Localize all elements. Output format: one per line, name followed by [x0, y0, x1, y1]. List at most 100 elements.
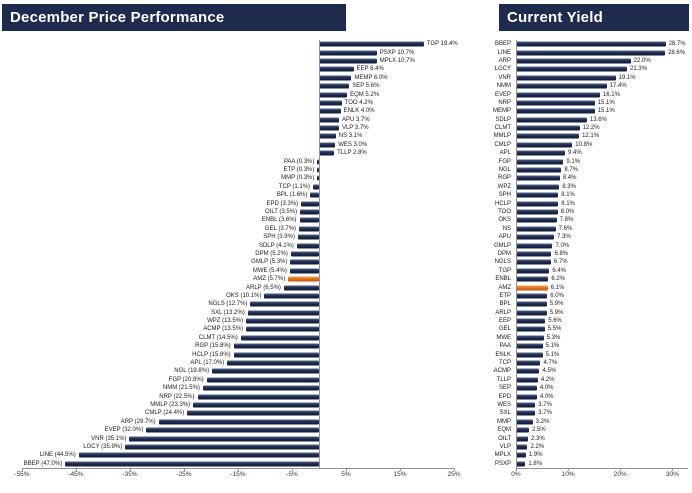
ticker-label: CMLP: [494, 141, 511, 148]
ticker-label: GEL: [498, 326, 511, 333]
bar-row: PAA (0.3%): [22, 157, 454, 165]
bar-row: NS 3.1%: [22, 132, 454, 140]
bar-label: GEL (3.7%): [264, 225, 297, 232]
bar-row: NGL (19.8%): [22, 367, 454, 375]
ticker-label: NS: [502, 225, 511, 232]
ticker-label: GMLP: [493, 242, 511, 249]
bar-row: SDLP (4.1%): [22, 241, 454, 249]
bar-label: VLP 3.7%: [341, 125, 369, 132]
bar: [516, 360, 541, 366]
bar-area: 6.7%: [516, 258, 688, 266]
bar: [516, 217, 557, 223]
ticker-label: MWE: [496, 334, 511, 341]
bar-row: EQM 5.2%: [22, 90, 454, 98]
value-label: 7.0%: [555, 242, 570, 249]
bar: [283, 285, 319, 291]
bar-row: MMLP (23.3%): [22, 401, 454, 409]
bar-area: 2.3%: [516, 434, 688, 442]
bar-row: NMM (21.5%): [22, 384, 454, 392]
bar-area: 4.7%: [516, 359, 688, 367]
bar: [129, 436, 319, 442]
ticker-label: MEMP: [493, 108, 511, 115]
bar: [146, 427, 319, 433]
bar-label: APL (17.0%): [190, 360, 225, 367]
bar: [125, 444, 319, 450]
axis-tick: [238, 468, 239, 471]
bar-label: SXL (13.2%): [210, 309, 245, 316]
bar-row: NS 7.6%: [472, 225, 688, 233]
bar-area: 6.8%: [516, 250, 688, 258]
value-label: 5.5%: [547, 326, 562, 333]
bar: [240, 335, 319, 341]
bar-label: ENLK 4.0%: [343, 108, 375, 115]
value-label: 8.1%: [561, 200, 575, 207]
bar-row: SEP 4.0%: [472, 384, 688, 392]
bar-row: CMLP 10.8%: [472, 141, 688, 149]
axis-tick-label: 30%: [665, 471, 679, 478]
bar-label: WES 3.0%: [338, 141, 368, 148]
y-axis-line: [516, 40, 517, 468]
price-performance-title-bar: December Price Performance: [2, 4, 346, 31]
bar-row: TLLP 4.2%: [472, 376, 688, 384]
ticker-label: OILT: [498, 435, 511, 442]
bar: [516, 461, 526, 467]
bar-area: 7.6%: [516, 225, 688, 233]
bar: [516, 50, 666, 56]
axis-tick-label: 25%: [447, 471, 461, 478]
axis-tick: [184, 468, 185, 471]
bar-label: ARLP (6.5%): [246, 284, 281, 291]
bar: [193, 402, 319, 408]
bar-row: GEL 5.5%: [472, 325, 688, 333]
bar-area: 4.0%: [516, 392, 688, 400]
axis-tick: [346, 468, 347, 471]
bar-label: LINE (44.5%): [39, 452, 76, 459]
bar-row: VLP 2.2%: [472, 443, 688, 451]
bar: [516, 243, 553, 249]
ticker-label: MMP: [497, 418, 511, 425]
bar-area: 28.6%: [516, 48, 688, 56]
bar: [250, 301, 319, 307]
ticker-label: ETP: [499, 292, 511, 299]
bar-row: MEMP 6.0%: [22, 74, 454, 82]
bar-area: 5.9%: [516, 309, 688, 317]
ticker-label: NGLS: [494, 259, 511, 266]
bar: [299, 217, 319, 223]
value-label: 8.4%: [562, 175, 577, 182]
bar-row: MMP (0.3%): [22, 174, 454, 182]
bar-area: 12.2%: [516, 124, 688, 132]
ticker-label: PSXP: [494, 460, 511, 467]
bar-row: CLMT (14.5%): [22, 334, 454, 342]
bar-row: WPZ (13.5%): [22, 317, 454, 325]
ticker-label: BPL: [499, 301, 511, 308]
bar-label: NGLS (12.7%): [208, 301, 248, 308]
bar-row: OILT (3.5%): [22, 208, 454, 216]
value-label: 8.7%: [564, 167, 579, 174]
current-yield-chart: BBEP 28.7% LINE 28.6% ARP 22.0% LGCY 21.3% VNR 19…: [472, 40, 688, 469]
bar-row: EEP 5.6%: [472, 317, 688, 325]
bar: [516, 310, 547, 316]
ticker-label: WES: [497, 401, 511, 408]
bar-area: 7.8%: [516, 216, 688, 224]
bar-row: TGP 6.4%: [472, 267, 688, 275]
ticker-label: VNR: [498, 74, 511, 81]
bar-row: PAA 5.1%: [472, 342, 688, 350]
bar-area: 8.3%: [516, 183, 688, 191]
bar-row: BBEP (47.0%): [22, 460, 454, 468]
bar-row: APL (17.0%): [22, 359, 454, 367]
bar: [516, 427, 530, 433]
bar: [319, 117, 339, 123]
bar: [319, 41, 424, 47]
axis-tick: [516, 468, 517, 471]
bar: [212, 368, 319, 374]
value-label: 9.1%: [566, 158, 581, 165]
bar-row: BPL (1.6%): [22, 191, 454, 199]
bar-label: EEP 6.4%: [356, 66, 384, 73]
bar-area: 6.1%: [516, 283, 688, 291]
bar: [206, 377, 319, 383]
bar: [516, 368, 540, 374]
bar-row: APU 7.3%: [472, 233, 688, 241]
bar-row: SDLP 13.6%: [472, 116, 688, 124]
bar-label: NS 3.1%: [338, 133, 363, 140]
bar: [516, 100, 595, 106]
ticker-label: MPLX: [494, 452, 511, 459]
